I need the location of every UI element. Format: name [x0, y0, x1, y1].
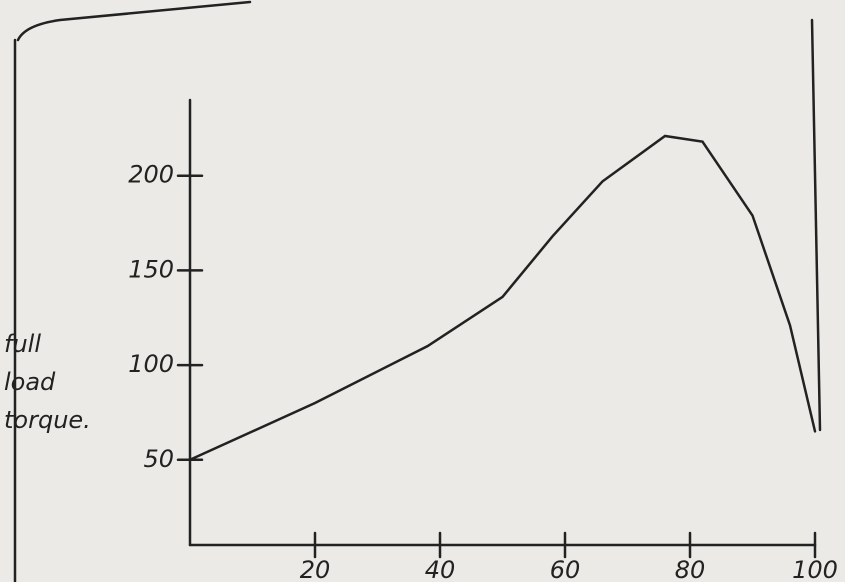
y-tick-label: 100: [128, 350, 174, 378]
chart: 50 100 150 200 20 40 60 80 100: [0, 0, 845, 582]
paper-border: [812, 20, 820, 430]
y-tick-label: 50: [143, 445, 174, 473]
x-tick-label: 60: [550, 556, 581, 582]
data-line: [190, 136, 815, 460]
y-axis-label: full load torque.: [4, 325, 84, 439]
page: 50 100 150 200 20 40 60 80 100 full load torque.…: [0, 0, 845, 582]
paper-border: [18, 2, 250, 40]
y-tick-label: 200: [128, 161, 174, 189]
x-tick-label: 40: [425, 556, 456, 582]
x-tick-label: 100: [792, 556, 838, 582]
y-tick-label: 150: [128, 255, 174, 283]
x-tick-label: 80: [675, 556, 706, 582]
x-tick-label: 20: [300, 556, 331, 582]
